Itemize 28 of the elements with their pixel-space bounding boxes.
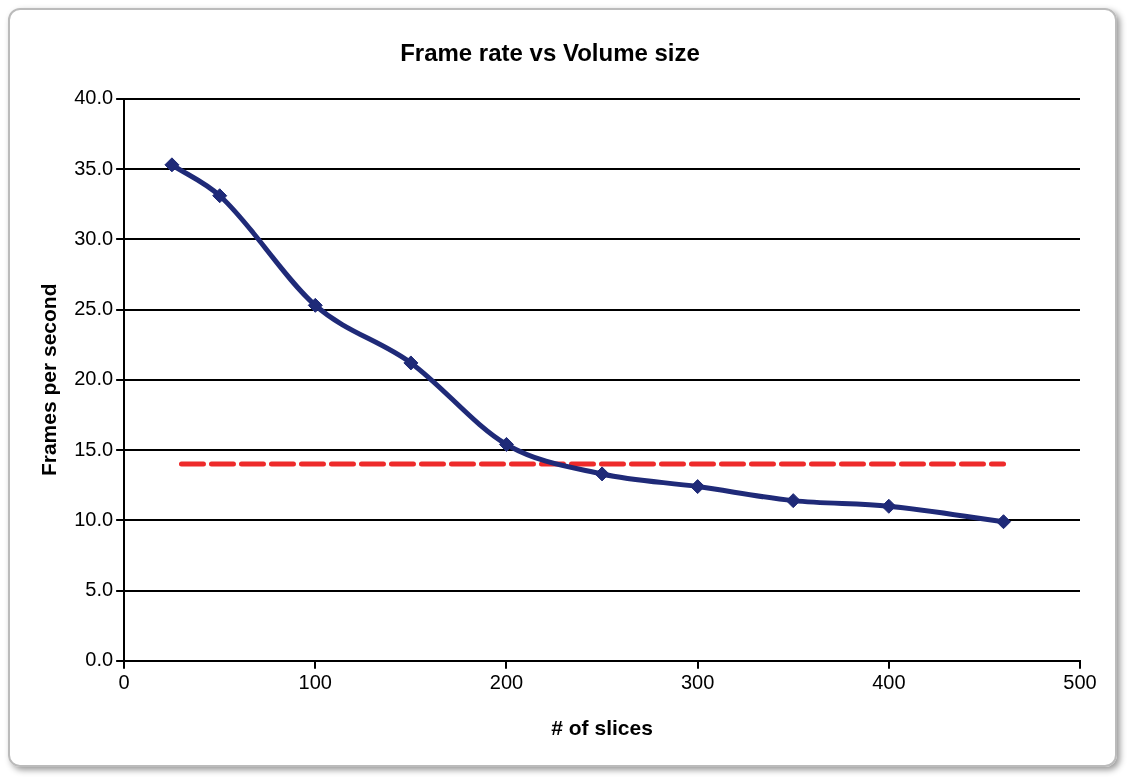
x-tick-label: 0 xyxy=(118,671,130,694)
y-tick-label: 30.0 xyxy=(74,226,114,249)
point xyxy=(498,436,514,452)
chart-title: Frame rate vs Volume size xyxy=(400,39,700,67)
y-tick-label: 5.0 xyxy=(85,578,114,601)
point xyxy=(690,479,706,495)
x-tick-label: 300 xyxy=(680,671,715,694)
point xyxy=(403,355,419,371)
x-axis-title: # of slices xyxy=(551,716,653,740)
y-tick-label: 40.0 xyxy=(74,86,114,109)
y-tick-label: 20.0 xyxy=(74,367,114,390)
y-tick-label: 35.0 xyxy=(74,156,114,179)
point xyxy=(996,514,1012,530)
point xyxy=(164,157,180,173)
point xyxy=(212,188,228,204)
point xyxy=(594,466,610,482)
point xyxy=(785,493,801,509)
y-tick-label: 10.0 xyxy=(74,507,114,530)
y-tick-label: 25.0 xyxy=(74,297,114,320)
y-tick-label: 0.0 xyxy=(85,648,114,671)
y-tick-label: 15.0 xyxy=(74,437,114,460)
x-tick-label: 100 xyxy=(298,671,332,694)
point xyxy=(881,498,897,514)
x-tick-label: 200 xyxy=(489,671,524,694)
x-tick-label: 400 xyxy=(872,671,906,694)
x-tick-label: 500 xyxy=(1063,671,1097,694)
y-axis-title: Frames per second xyxy=(37,283,61,477)
point xyxy=(307,297,323,313)
